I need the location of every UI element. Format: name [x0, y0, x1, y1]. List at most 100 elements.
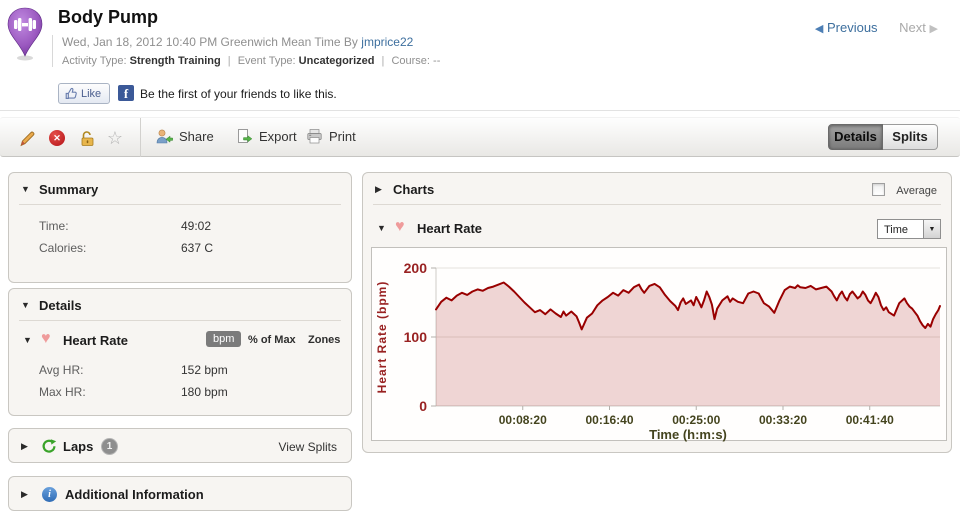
facebook-logo-icon: f: [118, 85, 134, 101]
tab-details[interactable]: Details: [828, 124, 883, 150]
heart-rate-chart-container: 0 100 200 00:08:20 00:16:40 00:25:00 00:33:20 0…: [371, 247, 948, 442]
unit-option-zones[interactable]: Zones: [308, 334, 341, 346]
x-axis-unit-dropdown[interactable]: Time ▼: [877, 219, 941, 239]
details-splits-toggle: Details Splits: [828, 124, 938, 150]
privacy-button[interactable]: [78, 129, 96, 147]
star-icon: ☆: [106, 128, 124, 148]
collapse-arrow-icon[interactable]: ▼: [21, 300, 30, 310]
printer-icon: [307, 129, 322, 144]
favorite-button[interactable]: ☆: [106, 129, 124, 147]
heart-icon: ♥: [395, 218, 405, 235]
expand-arrow-icon[interactable]: ▶: [21, 441, 28, 451]
charts-panel: ▶ Charts Average ▼ ♥ Heart Rate Time ▼ 0…: [362, 172, 952, 453]
details-header[interactable]: ▼ Details: [9, 289, 351, 321]
summary-title: Summary: [39, 182, 99, 197]
previous-label: Previous: [826, 20, 878, 35]
facebook-social-text: Be the first of your friends to like thi…: [140, 87, 337, 101]
export-button[interactable]: Export: [236, 128, 297, 145]
unit-option-bpm[interactable]: bpm: [206, 331, 242, 347]
max-hr-label: Max HR:: [39, 385, 86, 399]
charts-title: Charts: [393, 182, 435, 197]
delete-x-icon: ✕: [49, 130, 65, 146]
average-checkbox[interactable]: [872, 183, 885, 196]
dropdown-selected-value: Time: [884, 224, 909, 236]
delete-button[interactable]: ✕: [48, 129, 66, 147]
collapse-arrow-icon[interactable]: ▼: [23, 335, 32, 345]
unit-option-percent-max[interactable]: % of Max: [248, 334, 296, 346]
svg-text:100: 100: [404, 329, 428, 345]
expand-arrow-icon[interactable]: ▶: [375, 184, 382, 194]
print-label: Print: [329, 129, 356, 144]
event-type-value: Uncategorized: [298, 55, 375, 67]
additional-info-title: Additional Information: [65, 487, 204, 502]
activity-timestamp: Wed, Jan 18, 2012 10:40 PM Greenwich Mea…: [62, 35, 440, 49]
separator: |: [227, 55, 231, 67]
chevron-down-icon: ▼: [923, 220, 940, 238]
heart-rate-section-title: Heart Rate: [63, 333, 129, 348]
calories-label: Calories:: [39, 241, 87, 255]
details-title: Details: [39, 298, 82, 313]
toolbar-divider: [140, 118, 141, 157]
avg-hr-label: Avg HR:: [39, 363, 84, 377]
separator: |: [381, 55, 385, 67]
summary-header[interactable]: ▼ Summary: [9, 173, 351, 205]
facebook-like-button[interactable]: Like: [58, 83, 111, 104]
course-value: --: [433, 55, 441, 67]
heart-rate-chart[interactable]: 0 100 200 00:08:20 00:16:40 00:25:00 00:33:20 0…: [372, 248, 948, 442]
activity-pin-icon: [6, 6, 46, 69]
padlock-icon: [81, 130, 93, 146]
previous-arrow-icon: ◀: [814, 23, 824, 35]
avg-hr-value: 152 bpm: [181, 363, 228, 377]
svg-text:00:16:40: 00:16:40: [585, 413, 633, 427]
svg-text:00:25:00: 00:25:00: [672, 413, 720, 427]
details-panel: ▼ Details ▼ ♥ Heart Rate bpm % of Max Zo…: [8, 288, 352, 416]
info-icon: i: [42, 487, 57, 502]
svg-text:Heart Rate (bpm): Heart Rate (bpm): [375, 281, 389, 394]
panel-divider: [373, 204, 941, 205]
heart-rate-chart-title: Heart Rate: [417, 221, 483, 236]
svg-text:00:08:20: 00:08:20: [499, 413, 547, 427]
panel-divider: [19, 320, 341, 321]
activity-type-value: Strength Training: [129, 55, 221, 67]
view-splits-link[interactable]: View Splits: [278, 440, 337, 454]
activity-type-line: Activity Type: Strength Training | Event…: [62, 55, 440, 67]
edit-button[interactable]: [18, 129, 36, 147]
max-hr-value: 180 bpm: [181, 385, 228, 399]
laps-icon: [41, 438, 57, 459]
timestamp-text: Wed, Jan 18, 2012 10:40 PM Greenwich Mea…: [62, 35, 358, 49]
tab-splits[interactable]: Splits: [883, 124, 938, 150]
event-type-label: Event Type:: [237, 55, 296, 67]
activity-type-label: Activity Type:: [62, 55, 127, 67]
share-label: Share: [179, 129, 214, 144]
user-link[interactable]: jmprice22: [361, 35, 414, 49]
thumbs-up-icon: [65, 87, 77, 99]
svg-text:00:33:20: 00:33:20: [759, 413, 807, 427]
average-label: Average: [896, 185, 937, 197]
svg-text:00:41:40: 00:41:40: [846, 413, 894, 427]
expand-arrow-icon[interactable]: ▶: [21, 489, 28, 499]
next-link[interactable]: Next ▶: [899, 20, 938, 35]
share-button[interactable]: Share: [156, 128, 214, 145]
next-arrow-icon: ▶: [929, 23, 938, 35]
svg-text:Time (h:m:s): Time (h:m:s): [649, 427, 727, 442]
charts-header[interactable]: ▶ Charts Average: [363, 173, 951, 205]
time-value: 49:02: [181, 219, 212, 233]
laps-count-badge: 1: [101, 438, 118, 455]
activity-meta: Wed, Jan 18, 2012 10:40 PM Greenwich Mea…: [52, 35, 440, 67]
print-button[interactable]: Print: [306, 128, 356, 145]
collapse-arrow-icon[interactable]: ▼: [21, 184, 30, 194]
share-icon: [156, 129, 173, 144]
panel-divider: [19, 204, 341, 205]
next-label: Next: [899, 20, 926, 35]
laps-panel: ▶ Laps 1 View Splits: [8, 428, 352, 463]
calories-value: 637 C: [181, 241, 214, 255]
like-label: Like: [81, 87, 102, 100]
previous-link[interactable]: ◀ Previous: [815, 20, 878, 35]
svg-text:200: 200: [404, 260, 428, 276]
heart-icon: ♥: [41, 330, 51, 347]
additional-info-panel: ▶ i Additional Information: [8, 476, 352, 511]
time-label: Time:: [39, 219, 69, 233]
collapse-arrow-icon[interactable]: ▼: [377, 223, 386, 233]
toolbar: ✕ ☆ Share Export Print: [0, 117, 960, 157]
